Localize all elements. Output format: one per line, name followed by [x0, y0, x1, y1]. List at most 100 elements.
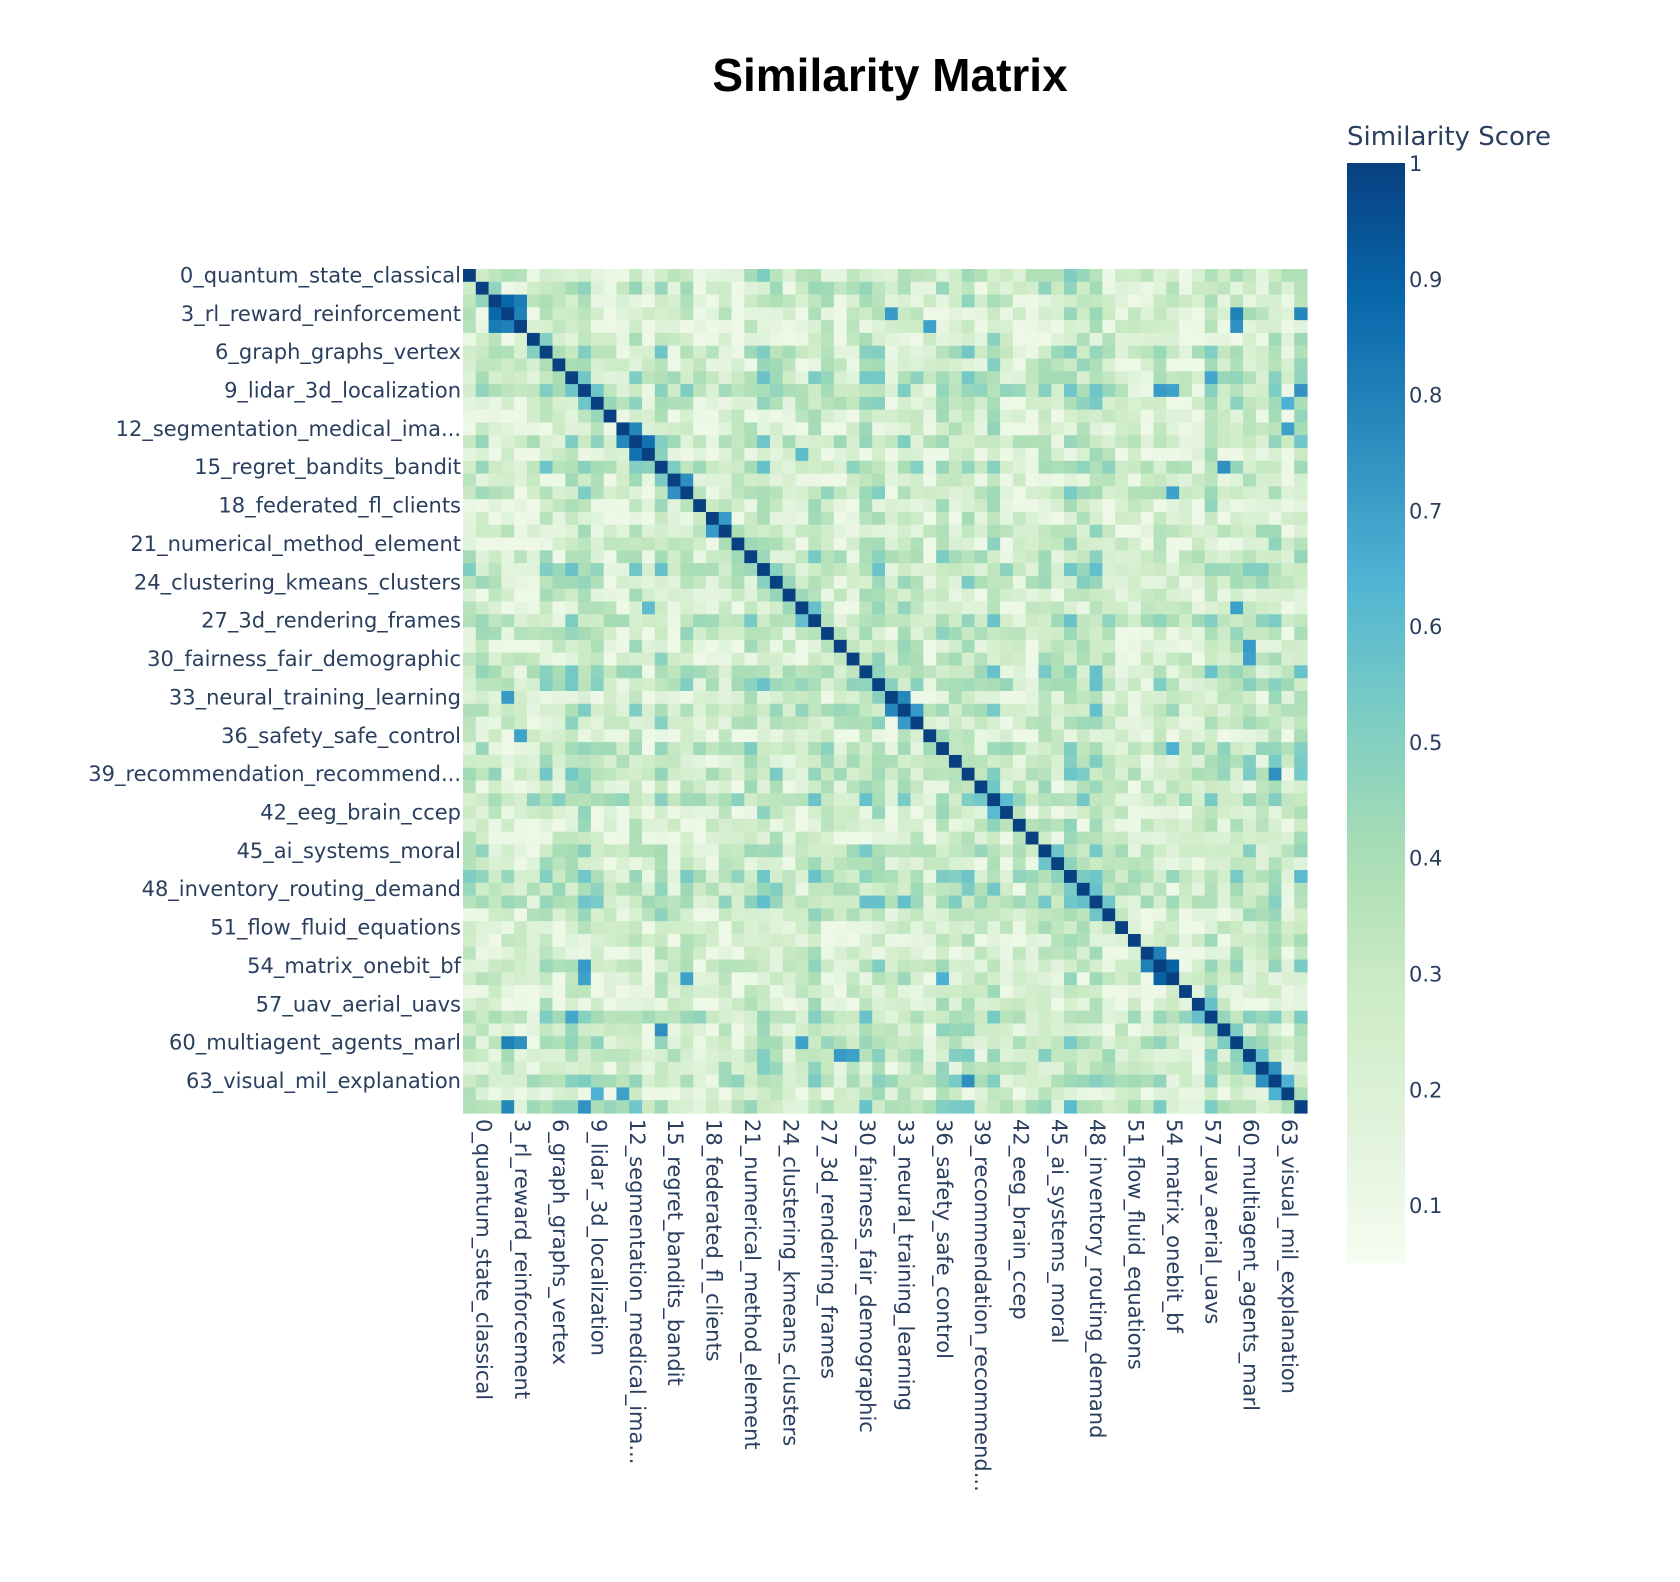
- heatmap-cell: [1051, 691, 1065, 705]
- heatmap-cell: [1268, 396, 1283, 411]
- heatmap-cell: [923, 473, 937, 487]
- heatmap-cell: [1230, 435, 1244, 449]
- heatmap-cell: [1281, 575, 1295, 590]
- heatmap-cell: [603, 882, 618, 897]
- heatmap-cell: [1038, 269, 1052, 283]
- heatmap-cell: [872, 1074, 886, 1089]
- heatmap-cell: [578, 831, 592, 846]
- heatmap-cell: [808, 1049, 822, 1063]
- heatmap-cell: [1140, 499, 1155, 513]
- heatmap-cell: [731, 793, 745, 807]
- heatmap-cell: [1127, 1061, 1142, 1076]
- heatmap-cell: [936, 716, 950, 730]
- heatmap-cell: [769, 524, 784, 539]
- heatmap-cell: [1140, 972, 1155, 986]
- heatmap-cell: [693, 448, 707, 462]
- heatmap-cell: [744, 806, 758, 820]
- heatmap-cell: [795, 563, 809, 577]
- heatmap-cell: [642, 793, 656, 807]
- heatmap-cell: [1115, 1036, 1129, 1050]
- heatmap-cell: [1294, 601, 1308, 615]
- heatmap-cell: [910, 665, 924, 679]
- heatmap-cell: [872, 793, 886, 807]
- heatmap-cell: [1191, 1049, 1206, 1063]
- heatmap-cell: [846, 332, 861, 347]
- heatmap-cell: [782, 486, 797, 500]
- heatmap-cell: [1038, 499, 1052, 513]
- heatmap-cell: [488, 435, 502, 449]
- heatmap-cell: [987, 767, 1001, 782]
- heatmap-cell: [1102, 1049, 1116, 1063]
- heatmap-cell: [1102, 1061, 1116, 1076]
- heatmap-cell: [693, 358, 707, 372]
- heatmap-cell: [501, 882, 515, 897]
- heatmap-cell: [1102, 665, 1116, 679]
- heatmap-cell: [539, 882, 554, 897]
- heatmap-cell: [1268, 959, 1283, 973]
- heatmap-cell: [1281, 486, 1295, 500]
- heatmap-cell: [667, 997, 681, 1012]
- heatmap-cell: [731, 665, 745, 679]
- heatmap-cell: [974, 435, 988, 449]
- heatmap-cell: [808, 985, 822, 999]
- heatmap-cell: [1038, 997, 1052, 1012]
- heatmap-cell: [654, 959, 669, 973]
- heatmap-cell: [1268, 294, 1283, 308]
- heatmap-cell: [1064, 281, 1078, 296]
- heatmap-cell: [1294, 767, 1308, 782]
- heatmap-cell: [731, 767, 745, 782]
- heatmap-cell: [1153, 652, 1167, 667]
- heatmap-cell: [680, 1100, 694, 1114]
- heatmap-cell: [488, 281, 502, 296]
- heatmap-cell: [1102, 742, 1116, 756]
- heatmap-cell: [1191, 831, 1206, 846]
- heatmap-cell: [1025, 486, 1040, 500]
- heatmap-cell: [642, 563, 656, 577]
- heatmap-cell: [590, 435, 605, 449]
- heatmap-cell: [910, 1061, 924, 1076]
- heatmap-cell: [539, 511, 554, 526]
- heatmap-cell: [885, 537, 899, 551]
- heatmap-cell: [718, 678, 733, 692]
- heatmap-cell: [948, 614, 963, 628]
- heatmap-cell: [948, 1023, 963, 1037]
- heatmap-cell: [1179, 933, 1193, 948]
- heatmap-cell: [565, 652, 579, 667]
- heatmap-cell: [859, 652, 873, 667]
- heatmap-cell: [923, 691, 937, 705]
- heatmap-cell: [1230, 575, 1244, 590]
- heatmap-cell: [1140, 985, 1155, 999]
- heatmap-cell: [757, 946, 771, 961]
- heatmap-cell: [974, 1087, 988, 1101]
- heatmap-cell: [846, 997, 861, 1012]
- heatmap-cell: [680, 652, 694, 667]
- heatmap-cell: [1115, 678, 1129, 692]
- heatmap-cell: [1204, 358, 1219, 372]
- heatmap-cell: [680, 537, 694, 551]
- heatmap-cell: [846, 844, 861, 858]
- heatmap-cell: [1025, 793, 1040, 807]
- heatmap-cell: [821, 499, 835, 513]
- heatmap-cell: [1115, 563, 1129, 577]
- heatmap-cell: [616, 1061, 630, 1076]
- heatmap-cell: [821, 793, 835, 807]
- heatmap-cell: [961, 294, 976, 308]
- heatmap-cell: [782, 550, 797, 564]
- heatmap-cell: [782, 652, 797, 667]
- heatmap-cell: [757, 895, 771, 909]
- heatmap-cell: [590, 754, 605, 769]
- heatmap-cell: [1076, 1010, 1091, 1025]
- heatmap-cell: [833, 997, 848, 1012]
- heatmap-cell: [910, 307, 924, 321]
- heatmap-cell: [616, 320, 630, 334]
- heatmap-cell: [846, 575, 861, 590]
- heatmap-cell: [1102, 320, 1116, 334]
- heatmap-cell: [539, 1036, 554, 1050]
- heatmap-cell: [578, 1100, 592, 1114]
- heatmap-cell: [1268, 729, 1283, 743]
- heatmap-cell: [987, 294, 1001, 308]
- heatmap-cell: [693, 384, 707, 398]
- heatmap-cell: [1038, 703, 1052, 718]
- heatmap-cell: [642, 1087, 656, 1101]
- heatmap-cell: [769, 665, 784, 679]
